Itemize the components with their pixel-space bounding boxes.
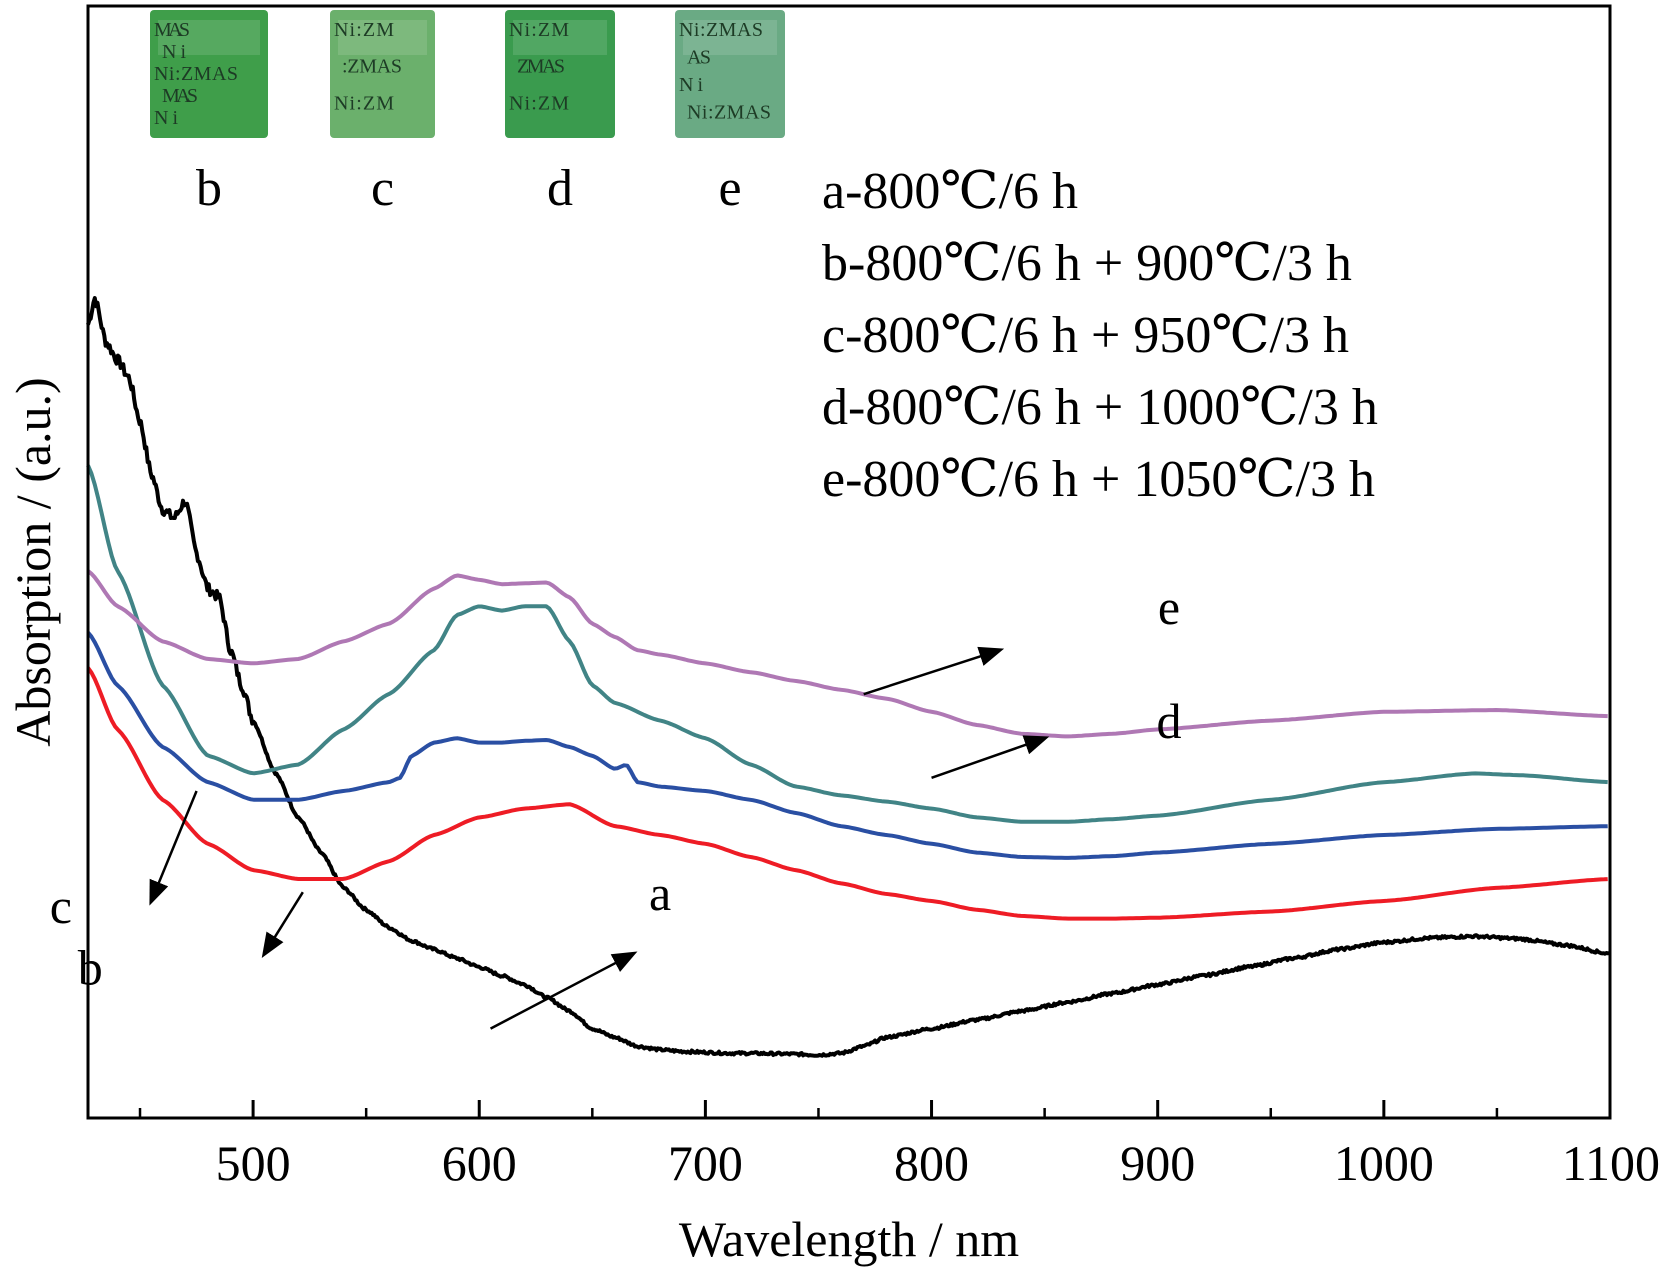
- series-line-b: [86, 666, 1608, 921]
- photo-text: Ni: [154, 107, 178, 129]
- annotation-arrow-d: [931, 735, 1050, 779]
- annotation-arrow-b: [261, 891, 304, 959]
- photo-label-b: b: [196, 160, 222, 217]
- photo-sample: [150, 10, 268, 138]
- x-tick-label: 1100: [1562, 1135, 1660, 1191]
- legend: a-800℃/6 h b-800℃/6 h + 900℃/3 h c-800℃/6 …: [822, 163, 1378, 508]
- photo-text: Ni:ZM: [334, 19, 394, 41]
- legend-entry-a: a-800℃/6 h: [822, 163, 1078, 220]
- legend-entry-b: b-800℃/6 h + 900℃/3 h: [822, 235, 1352, 292]
- legend-entry-c: c-800℃/6 h + 950℃/3 h: [822, 307, 1349, 364]
- photo-label-d: d: [547, 160, 573, 217]
- photo-text: Ni:ZM: [334, 92, 394, 114]
- x-tick-label: 600: [442, 1135, 517, 1191]
- photo-text: Ni:ZMAS: [679, 19, 763, 41]
- series-line-d: [86, 464, 1608, 824]
- series-line-c: [86, 631, 1608, 860]
- y-axis-label: Absorption / (a.u.): [5, 377, 61, 746]
- x-tick-label: 700: [668, 1135, 743, 1191]
- inset-photo-d: Ni:ZM ZMAS Ni:ZM d: [505, 10, 615, 217]
- x-axis-label: Wavelength / nm: [679, 1211, 1019, 1267]
- photo-highlight: [158, 20, 260, 55]
- inset-photos: MASNiNi:ZMASMASNibNi:ZM:ZMASNi:ZMcNi:ZMZ…: [150, 10, 785, 217]
- photo-text: Ni: [162, 41, 186, 63]
- photo-highlight: [683, 20, 777, 55]
- photo-highlight: [513, 20, 607, 55]
- photo-highlight: [338, 20, 427, 55]
- photo-text: ZMAS: [517, 56, 565, 78]
- series-layer: [86, 296, 1610, 1058]
- plot-frame: [86, 4, 1612, 1120]
- x-axis-ticks: 500 600 700 800 900 1000 1100: [138, 1100, 1660, 1191]
- series-line-e: [86, 569, 1608, 739]
- photo-text: Ni: [679, 74, 703, 96]
- annotation-arrow-a: [489, 951, 638, 1030]
- x-tick-label: 500: [216, 1135, 291, 1191]
- x-tick-label: 800: [894, 1135, 969, 1191]
- inset-photo-e: Ni:ZMAS AS Ni Ni:ZMAS e: [675, 10, 785, 217]
- annotation-arrow-c: [149, 790, 198, 906]
- annotation-layer: a bc d e: [50, 579, 1182, 1030]
- photo-text: MAS: [162, 85, 198, 107]
- photo-text: Ni:ZMAS: [154, 63, 238, 85]
- annotation-label-c: c: [50, 878, 72, 934]
- photo-text: AS: [687, 47, 711, 69]
- legend-entry-e: e-800℃/6 h + 1050℃/3 h: [822, 451, 1375, 508]
- annotation-label-b: b: [78, 940, 103, 996]
- photo-label-c: c: [371, 160, 394, 217]
- photo-text: Ni:ZM: [509, 92, 569, 114]
- x-tick-label: 900: [1120, 1135, 1195, 1191]
- photo-sample: [675, 10, 785, 138]
- photo-text: :ZMAS: [342, 56, 402, 78]
- legend-entry-d: d-800℃/6 h + 1000℃/3 h: [822, 379, 1378, 436]
- annotation-label-d: d: [1157, 693, 1182, 749]
- photo-text: Ni:ZMAS: [687, 102, 771, 124]
- annotation-arrow-e: [863, 646, 1005, 696]
- annotation-label-e: e: [1158, 579, 1180, 635]
- annotation-label-a: a: [649, 865, 671, 921]
- photo-sample: [330, 10, 435, 138]
- series-line-a: [86, 296, 1610, 1058]
- photo-label-e: e: [718, 160, 741, 217]
- photo-sample: [505, 10, 615, 138]
- photo-text: Ni:ZM: [509, 19, 569, 41]
- photo-text: MAS: [154, 19, 190, 41]
- inset-photo-c: Ni:ZM :ZMAS Ni:ZM c: [330, 10, 435, 217]
- x-tick-label: 1000: [1334, 1135, 1434, 1191]
